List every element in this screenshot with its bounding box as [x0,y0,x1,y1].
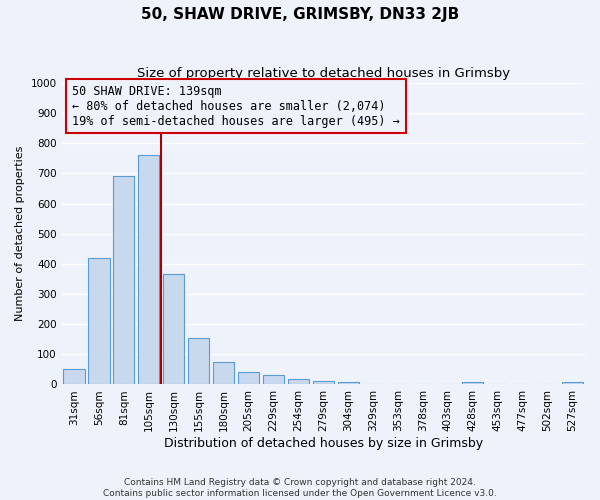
Bar [188,338,209,384]
Bar [288,379,309,384]
Title: Size of property relative to detached houses in Grimsby: Size of property relative to detached ho… [137,68,510,80]
Bar [462,382,484,384]
Bar [562,382,583,384]
Bar [238,372,259,384]
Text: Contains HM Land Registry data © Crown copyright and database right 2024.
Contai: Contains HM Land Registry data © Crown c… [103,478,497,498]
Bar [338,382,359,384]
Text: 50 SHAW DRIVE: 139sqm
← 80% of detached houses are smaller (2,074)
19% of semi-d: 50 SHAW DRIVE: 139sqm ← 80% of detached … [72,84,400,128]
Bar [88,258,110,384]
Bar [213,362,234,384]
Bar [138,156,160,384]
Bar [64,370,85,384]
Bar [313,381,334,384]
Text: 50, SHAW DRIVE, GRIMSBY, DN33 2JB: 50, SHAW DRIVE, GRIMSBY, DN33 2JB [141,8,459,22]
X-axis label: Distribution of detached houses by size in Grimsby: Distribution of detached houses by size … [164,437,483,450]
Y-axis label: Number of detached properties: Number of detached properties [15,146,25,322]
Bar [163,274,184,384]
Bar [263,375,284,384]
Bar [113,176,134,384]
